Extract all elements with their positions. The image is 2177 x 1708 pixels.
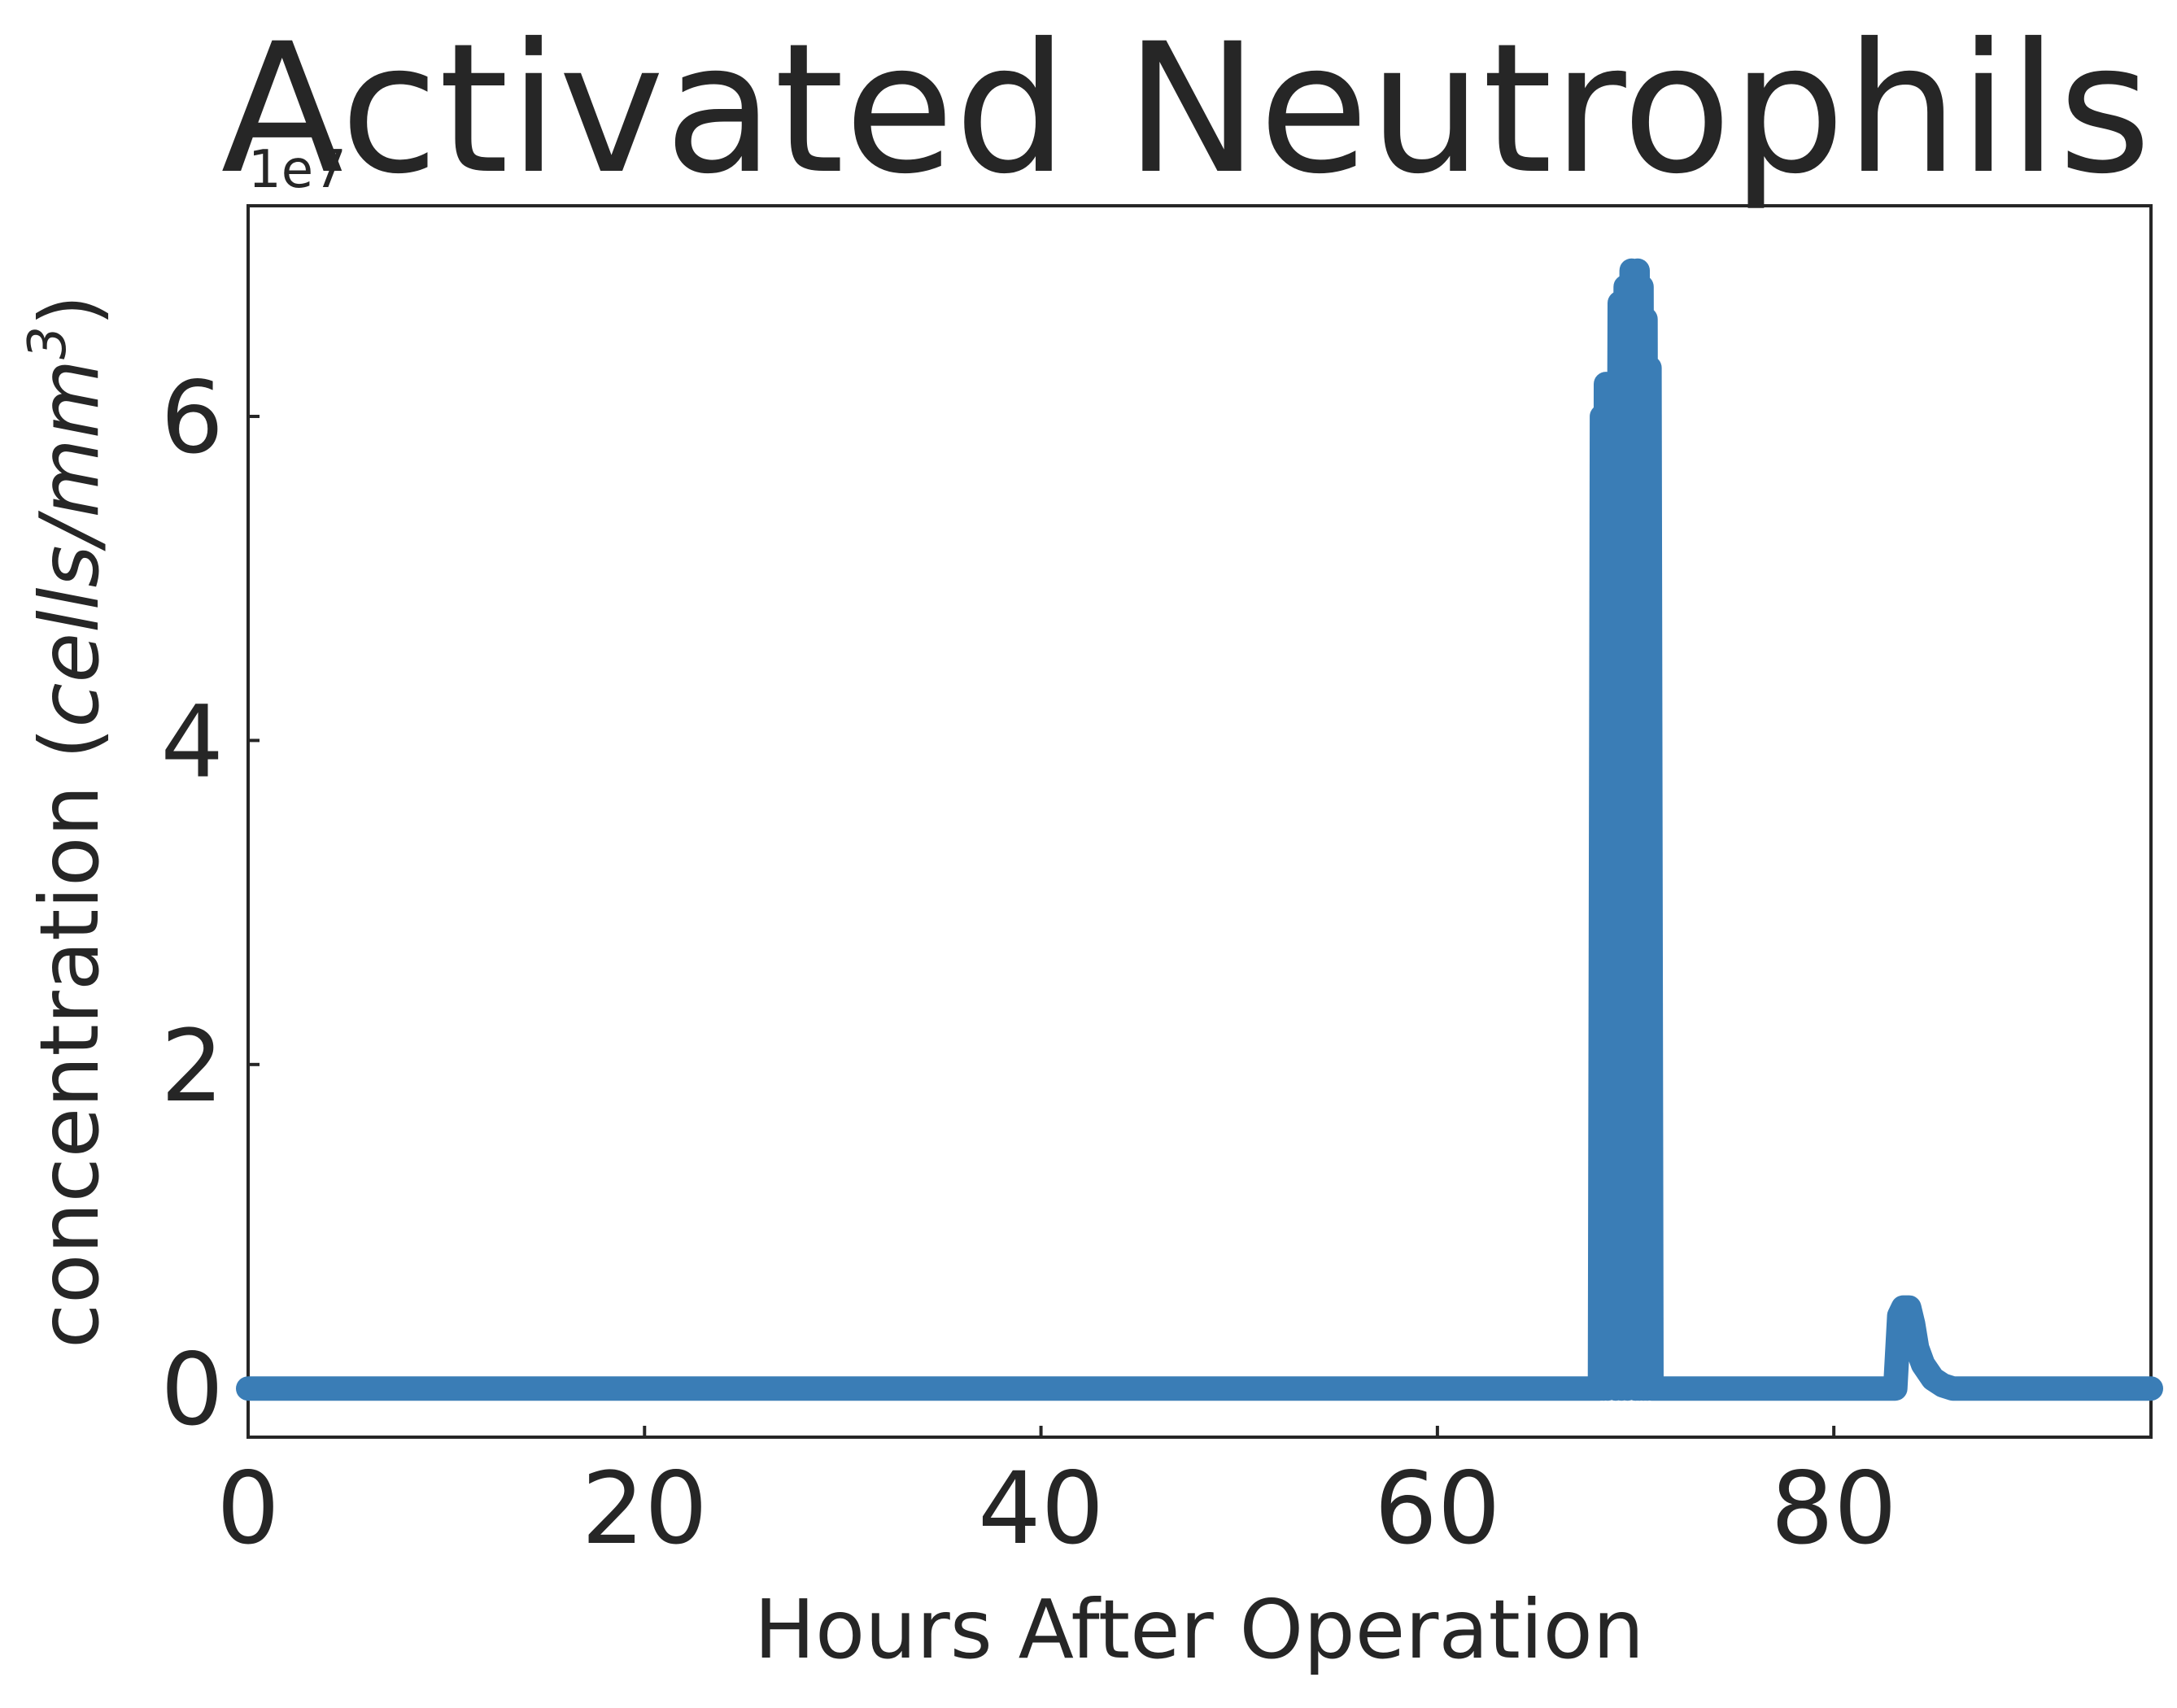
x-tick-label: 80	[1771, 1451, 1897, 1566]
y-axis-offset-text: 1e7	[248, 140, 347, 200]
chart-title: Activated Neutrophils	[221, 5, 2152, 213]
x-tick-label: 20	[582, 1451, 708, 1566]
plot-area	[236, 204, 2163, 1439]
y-axis-label-prefix: concentration (	[22, 728, 117, 1349]
y-tick-labels: 0 2 4 6	[160, 360, 224, 1448]
x-tick-labels: 0 20 40 60 80	[216, 1451, 1897, 1566]
y-tick-label: 4	[160, 684, 224, 800]
plot-frame	[246, 204, 2153, 1439]
y-axis-label-superscript: 3	[18, 326, 78, 359]
y-axis-label-unit: cells/mm	[22, 359, 117, 728]
series-line	[236, 258, 2163, 1401]
x-tick-label: 0	[216, 1451, 280, 1566]
x-tick-label: 60	[1374, 1451, 1500, 1566]
y-tick-label: 6	[160, 360, 224, 476]
x-axis-label: Hours After Operation	[754, 1582, 1644, 1677]
y-axis-label: concentration (cells/mm3)	[18, 294, 117, 1349]
y-tick-label: 2	[160, 1009, 224, 1124]
y-tick-label: 0	[160, 1332, 224, 1448]
series-group	[236, 258, 2163, 1401]
x-tick-label: 40	[978, 1451, 1104, 1566]
y-axis-label-suffix: )	[22, 294, 117, 326]
